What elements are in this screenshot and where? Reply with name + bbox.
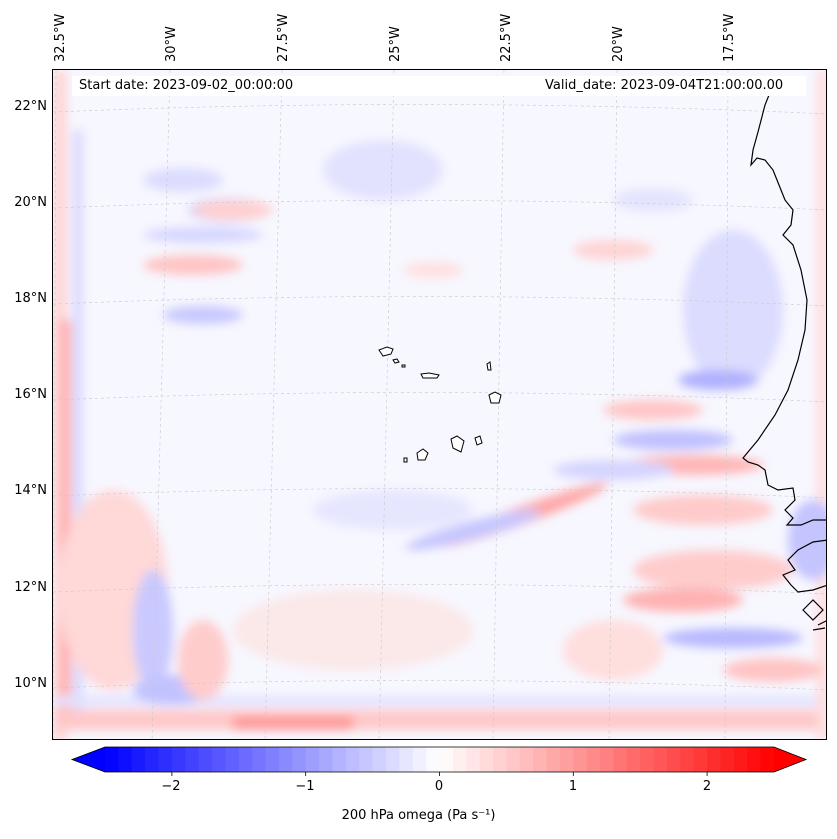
start-date-label: Start date: 2023-09-02_00:00:00	[79, 78, 294, 93]
colorbar-swatch	[305, 747, 320, 772]
header-background	[72, 76, 806, 96]
omega-contours	[53, 70, 826, 739]
colorbar-swatch	[171, 747, 186, 772]
lat-label: 18°N	[14, 291, 47, 306]
cape-verde-islands	[378, 346, 502, 463]
colorbar-swatch	[479, 747, 494, 772]
colorbar-swatch	[506, 747, 521, 772]
colorbar-swatch	[185, 747, 200, 772]
colorbar-swatch	[493, 747, 507, 772]
colorbar-swatch	[760, 747, 775, 772]
colorbar-swatch	[519, 747, 534, 772]
colorbar-swatch	[586, 747, 601, 772]
african-coastline-south	[782, 539, 826, 631]
colorbar-swatch	[399, 747, 414, 772]
colorbar-swatch	[252, 747, 267, 772]
colorbar-swatch	[680, 747, 695, 772]
colorbar-swatch	[118, 747, 133, 772]
colorbar-swatch	[733, 747, 748, 772]
omega-field-map	[53, 70, 826, 739]
gridlines	[53, 70, 826, 739]
colorbar-swatch	[559, 747, 574, 772]
lat-label: 16°N	[14, 387, 47, 402]
colorbar-swatch	[600, 747, 614, 772]
colorbar-swatch	[412, 747, 427, 772]
lat-label: 12°N	[14, 580, 47, 595]
colorbar-tick-label: −2	[161, 779, 181, 794]
colorbar-swatch	[693, 747, 708, 772]
colorbar-extend-max	[774, 747, 806, 772]
colorbar-swatch	[613, 747, 628, 772]
colorbar-tick-label: 0	[434, 779, 444, 794]
colorbar-swatches	[70, 746, 808, 776]
colorbar-tick-label: 2	[702, 779, 712, 794]
colorbar-swatch	[345, 747, 360, 772]
colorbar-swatch	[225, 747, 240, 772]
colorbar-swatch	[452, 747, 467, 772]
colorbar-tick-label: −1	[295, 779, 315, 794]
african-coastline	[742, 89, 826, 526]
colorbar-swatch	[707, 747, 721, 772]
colorbar-swatch	[332, 747, 347, 772]
valid-date-label: Valid_date: 2023-09-04T21:00:00.00	[545, 78, 784, 93]
colorbar-swatch	[198, 747, 213, 772]
colorbar-swatch	[640, 747, 655, 772]
colorbar-swatch	[145, 747, 160, 772]
colorbar-swatch	[466, 747, 481, 772]
lat-label: 10°N	[14, 676, 47, 691]
colorbar-swatch	[653, 747, 668, 772]
colorbar-swatch	[720, 747, 735, 772]
colorbar-swatch	[747, 747, 762, 772]
colorbar-label: 200 hPa omega (Pa s⁻¹)	[341, 808, 496, 823]
map-plot-area	[52, 69, 827, 740]
colorbar-swatch	[158, 747, 173, 772]
colorbar-swatch	[131, 747, 146, 772]
colorbar-swatch	[533, 747, 548, 772]
lat-label: 14°N	[14, 483, 47, 498]
colorbar-swatch	[385, 747, 400, 772]
colorbar-outline	[70, 746, 808, 773]
colorbar-swatch	[238, 747, 253, 772]
colorbar-swatch	[319, 747, 333, 772]
colorbar-swatch	[666, 747, 681, 772]
colorbar-swatch	[426, 747, 440, 772]
colorbar-swatch	[626, 747, 641, 772]
colorbar-swatch	[265, 747, 280, 772]
colorbar-tick-label: 1	[568, 779, 578, 794]
colorbar-swatch	[573, 747, 588, 772]
lat-label: 20°N	[14, 195, 47, 210]
colorbar-swatch	[372, 747, 387, 772]
lat-label: 22°N	[14, 99, 47, 114]
colorbar-swatch	[359, 747, 374, 772]
colorbar-swatch	[105, 747, 119, 772]
colorbar-swatch	[439, 747, 454, 772]
colorbar-swatch	[278, 747, 293, 772]
colorbar-extend-min	[72, 747, 105, 772]
colorbar-swatch	[292, 747, 307, 772]
colorbar-swatch	[212, 747, 226, 772]
colorbar-swatch	[546, 747, 561, 772]
